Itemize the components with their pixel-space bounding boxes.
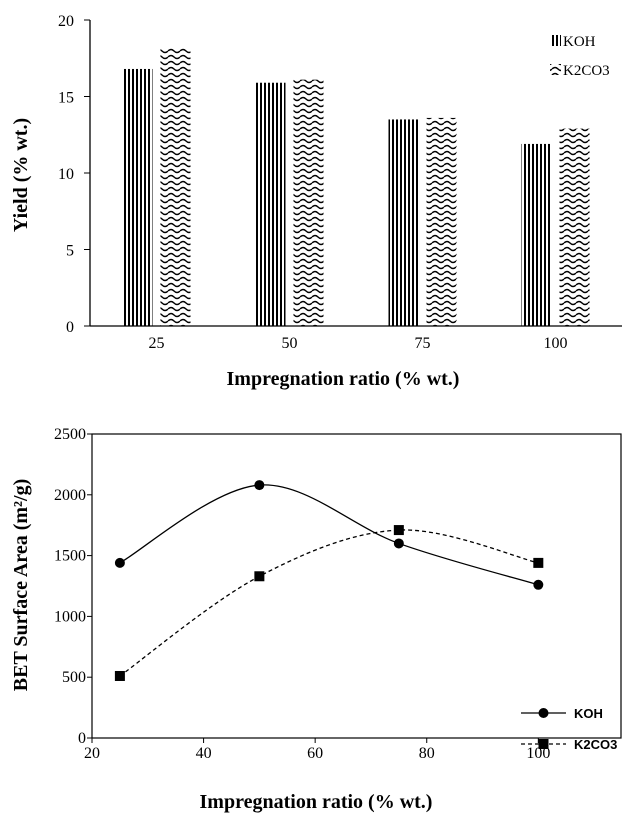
bet-y-tick-label: 0 [78, 730, 86, 747]
yield-y-axis-title: Yield (% wt.) [10, 118, 32, 232]
point-k2co3 [114, 670, 125, 681]
legend-marker-k2co3 [538, 739, 549, 749]
yield-y-tick-label: 20 [58, 13, 74, 30]
yield-y-tick-label: 10 [58, 166, 74, 183]
bet-y-tick-label: 500 [62, 669, 86, 686]
legend-label-koh: KOH [563, 34, 596, 50]
yield-y-tick-label: 0 [66, 319, 74, 336]
bet-x-tick-label: 40 [196, 745, 212, 762]
bar-k2co3 [160, 47, 191, 326]
bet-x-tick-label: 80 [419, 745, 435, 762]
point-k2co3 [393, 525, 404, 536]
point-k2co3 [254, 571, 265, 582]
legend-marker-koh [538, 708, 549, 718]
bet-x-tick-label: 20 [84, 745, 100, 762]
yield-x-tick-label: 100 [544, 335, 568, 352]
bet-y-tick-label: 1000 [54, 608, 86, 625]
yield-x-tick-label: 25 [149, 335, 165, 352]
yield-axes [84, 19, 622, 327]
yield-y-ticks: 0 5 10 15 20 [58, 13, 74, 336]
point-koh [114, 557, 125, 568]
bet-y-axis-title: BET Surface Area (m²/g) [10, 479, 32, 691]
bar-k2co3 [426, 117, 457, 326]
yield-legend: KOH K2CO3 [550, 34, 610, 79]
bet-series-markers [114, 480, 544, 681]
yield-bars [122, 47, 590, 327]
bet-y-tick-label: 2500 [54, 426, 86, 443]
point-koh [393, 538, 404, 549]
point-koh [533, 579, 544, 590]
bar-koh [255, 82, 286, 326]
legend-label-koh-line: KOH [574, 706, 603, 721]
yield-x-ticks: 25 50 75 100 [149, 335, 568, 352]
yield-bar-chart: 0 5 10 15 20 25 50 75 100 Impregnation ratio (%… [10, 13, 622, 390]
legend-label-k2co3-line: K2CO3 [574, 737, 617, 752]
yield-x-tick-label: 50 [282, 335, 298, 352]
line-k2co3 [119, 529, 539, 677]
bet-legend: KOH K2CO3 [521, 706, 617, 752]
bet-plot-frame [91, 433, 622, 739]
bar-k2co3 [293, 79, 324, 326]
yield-y-tick-label: 5 [66, 243, 74, 260]
bar-koh [521, 143, 552, 326]
yield-y-tick-label: 15 [58, 90, 74, 107]
bet-x-tick-label: 100 [526, 745, 550, 762]
legend-label-k2co3: K2CO3 [563, 63, 610, 79]
bet-x-axis-title: Impregnation ratio (% wt.) [200, 791, 433, 813]
legend-swatch-k2co3 [550, 64, 561, 75]
bet-series-lines [119, 484, 539, 677]
bar-koh [122, 68, 153, 327]
line-koh [119, 484, 539, 586]
bet-y-ticks: 0 500 1000 1500 2000 2500 [54, 426, 86, 747]
bet-y-tick-label: 1500 [54, 548, 86, 565]
yield-x-axis-title: Impregnation ratio (% wt.) [227, 368, 460, 390]
bar-koh [388, 119, 419, 326]
bar-k2co3 [559, 128, 590, 326]
bet-line-chart: 0 500 1000 1500 2000 2500 20 40 60 80 100 Impregn… [10, 426, 622, 813]
point-koh [254, 480, 265, 491]
yield-x-tick-label: 75 [415, 335, 431, 352]
bet-x-tick-label: 60 [307, 745, 323, 762]
bet-x-ticks: 20 40 60 80 100 [84, 745, 550, 762]
point-k2co3 [533, 557, 544, 568]
bet-y-tick-label: 2000 [54, 487, 86, 504]
legend-swatch-koh [550, 35, 561, 46]
bet-axes [87, 433, 622, 743]
